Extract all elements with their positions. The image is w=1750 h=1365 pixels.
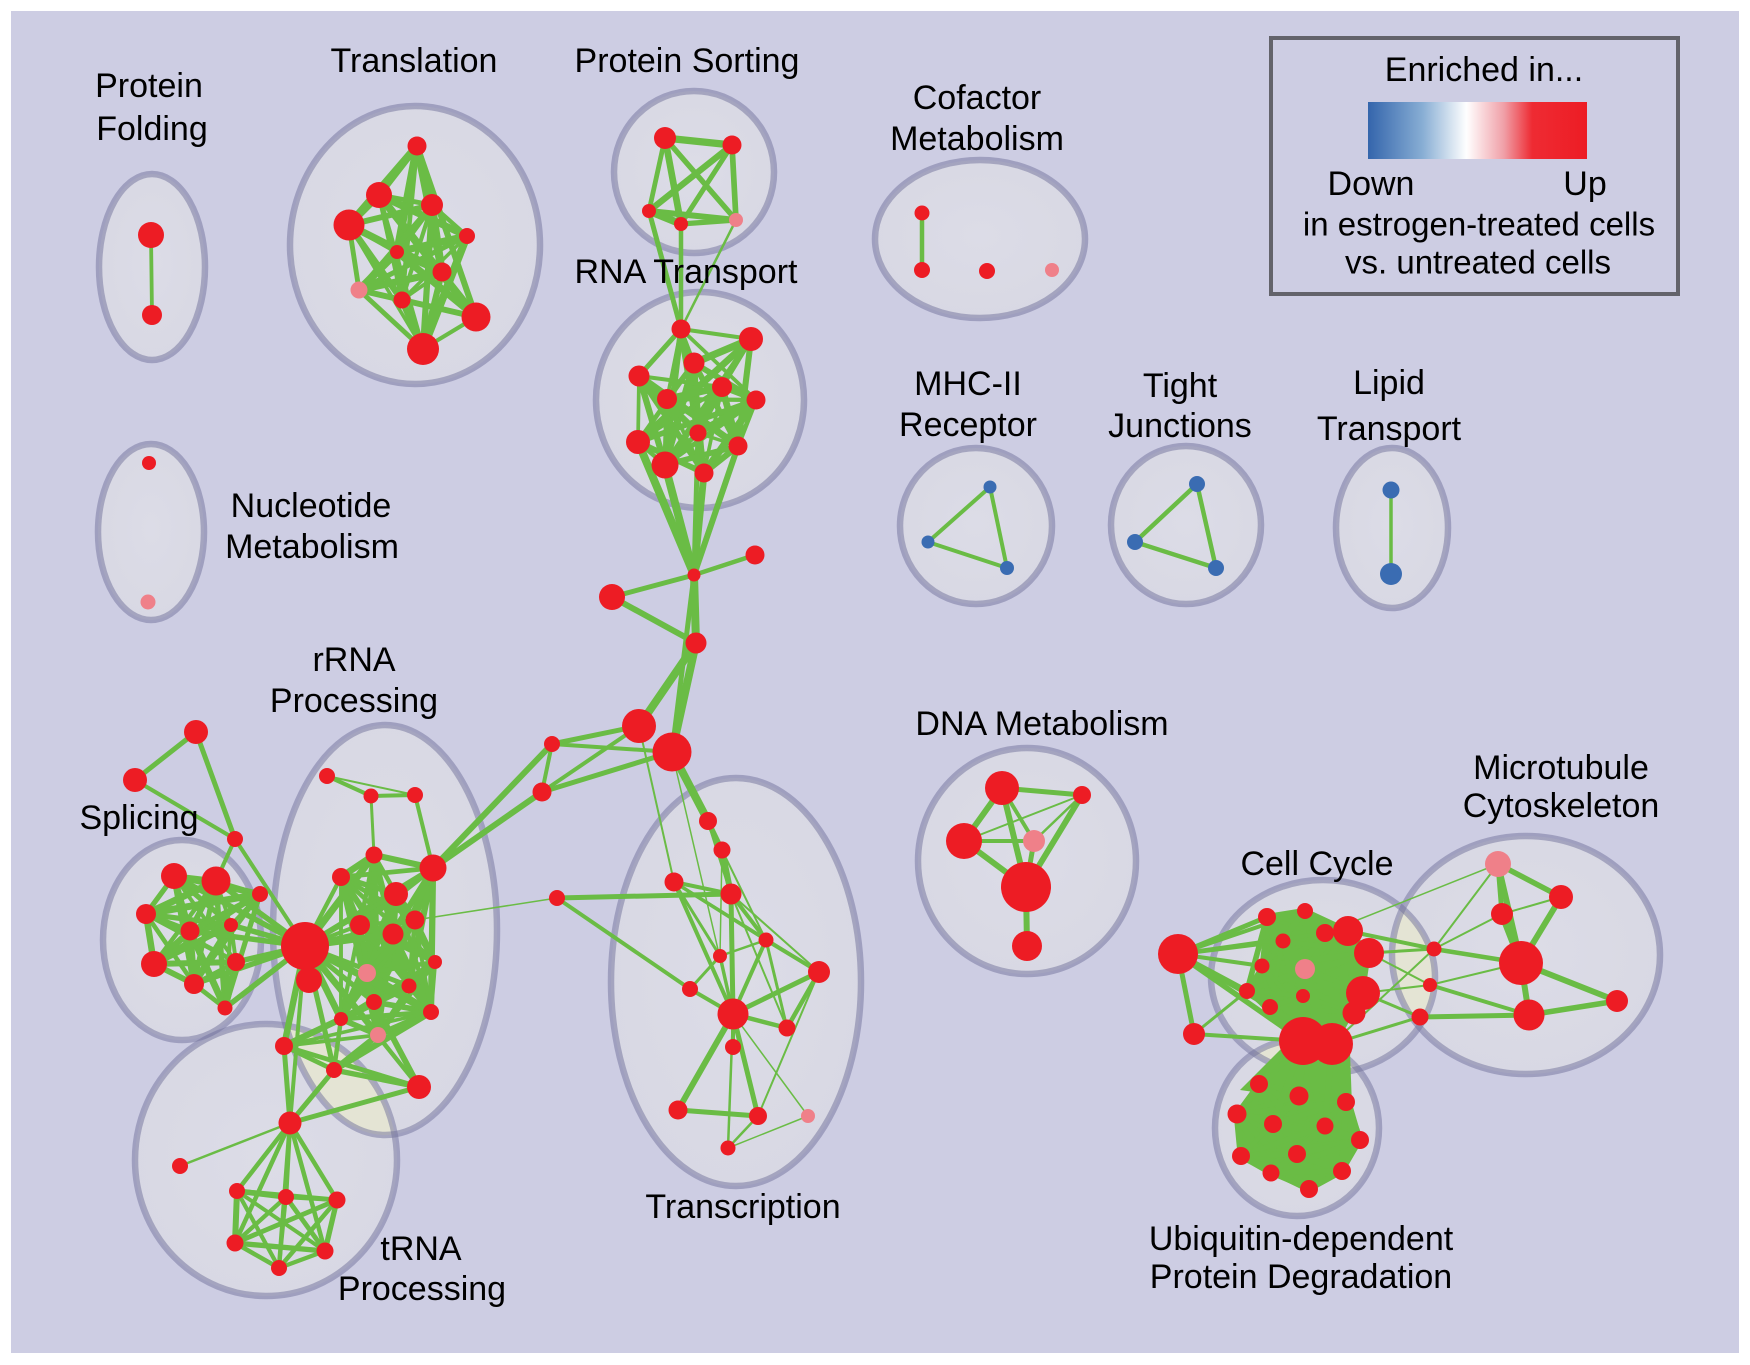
svg-text:Protein: Protein <box>95 67 203 105</box>
svg-text:Cytoskeleton: Cytoskeleton <box>1463 787 1660 825</box>
svg-text:Enriched in...: Enriched in... <box>1385 51 1583 89</box>
svg-text:rRNA: rRNA <box>312 641 395 679</box>
svg-text:DNA Metabolism: DNA Metabolism <box>915 705 1168 743</box>
svg-text:Up: Up <box>1563 165 1606 203</box>
svg-text:Down: Down <box>1328 165 1415 203</box>
svg-text:Cofactor: Cofactor <box>913 79 1042 117</box>
svg-text:MHC-II: MHC-II <box>914 365 1022 403</box>
svg-text:in estrogen-treated cells: in estrogen-treated cells <box>1303 206 1655 243</box>
svg-text:Lipid: Lipid <box>1353 364 1425 402</box>
svg-text:vs. untreated cells: vs. untreated cells <box>1345 244 1611 281</box>
svg-text:Protein Degradation: Protein Degradation <box>1150 1258 1452 1296</box>
svg-text:RNA Transport: RNA Transport <box>575 253 799 291</box>
svg-text:Receptor: Receptor <box>899 406 1037 444</box>
svg-text:Tight: Tight <box>1143 367 1218 405</box>
svg-text:Splicing: Splicing <box>79 799 198 837</box>
svg-text:Transcription: Transcription <box>645 1188 840 1226</box>
svg-text:Folding: Folding <box>96 110 208 148</box>
svg-text:Ubiquitin-dependent: Ubiquitin-dependent <box>1149 1220 1454 1258</box>
svg-text:Protein Sorting: Protein Sorting <box>575 42 800 80</box>
svg-text:Microtubule: Microtubule <box>1473 749 1649 787</box>
svg-text:Processing: Processing <box>338 1270 506 1308</box>
svg-text:Metabolism: Metabolism <box>890 120 1064 158</box>
svg-text:Transport: Transport <box>1317 410 1462 448</box>
svg-text:Translation: Translation <box>331 42 498 80</box>
svg-text:Processing: Processing <box>270 682 438 720</box>
svg-text:Metabolism: Metabolism <box>225 528 399 566</box>
svg-text:Nucleotide: Nucleotide <box>231 487 392 525</box>
svg-text:Cell Cycle: Cell Cycle <box>1240 845 1393 883</box>
svg-text:tRNA: tRNA <box>380 1230 462 1268</box>
svg-text:Junctions: Junctions <box>1108 407 1252 445</box>
